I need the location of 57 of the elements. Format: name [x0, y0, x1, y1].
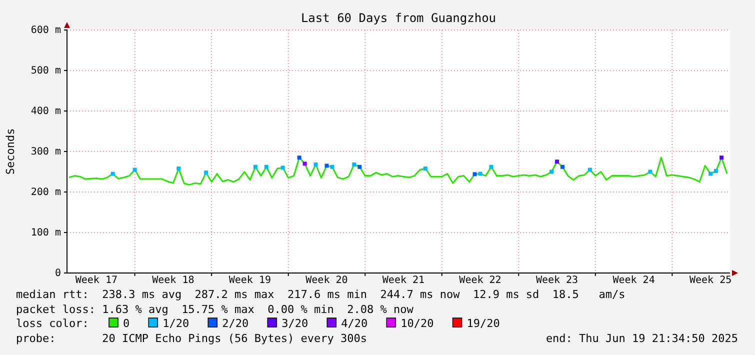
text: packet loss: 1.63 % avg 15.75 % max 0.00 % min 2.08 % now [16, 303, 414, 316]
point [330, 164, 334, 169]
legend-label: 19/20 [466, 317, 500, 330]
text: probe: 20 ICMP Echo Pings (56 Bytes) every 300s [16, 332, 367, 345]
y-tick-label: 300 m [30, 146, 61, 158]
x-tick-label: Week 19 [228, 275, 272, 286]
y-tick-label: 600 m [30, 25, 61, 36]
point [280, 166, 285, 170]
point [472, 172, 477, 176]
point [314, 162, 318, 166]
point [253, 164, 258, 169]
y-tick-label: 100 m [30, 228, 61, 239]
legend-label: 10/20 [400, 317, 434, 330]
point [720, 156, 724, 160]
legend-label: 1/20 [162, 317, 190, 330]
legend-label: 3/20 [282, 317, 308, 330]
point [302, 162, 307, 166]
line-series [68, 156, 728, 186]
y-tick-label: 400 m [30, 106, 61, 118]
point [423, 166, 428, 171]
point [176, 166, 181, 171]
point [560, 164, 564, 169]
y-tick-label: 0 [54, 268, 61, 280]
point [132, 168, 137, 172]
point [555, 160, 560, 164]
x-tick-label: Week 22 [459, 275, 502, 286]
text: end: Thu Jun 19 21:34:50 2025 [546, 332, 738, 345]
x-tick-label: Week 17 [75, 275, 118, 286]
point [708, 172, 713, 176]
legend-label: 2/20 [222, 317, 249, 330]
point [297, 156, 302, 160]
point [714, 168, 718, 173]
point [478, 172, 482, 176]
point [324, 164, 329, 168]
legend-title: loss color: [16, 317, 89, 330]
point [489, 164, 494, 169]
legend-label: 0 [123, 317, 130, 330]
point [358, 164, 362, 169]
x-tick-label: Week 20 [306, 275, 348, 286]
point [264, 164, 268, 169]
text: median rtt: 238.3 ms avg 287.2 ms max 217.6 ms min 244.7 ms now 12.9 ms sd 18.5 am/s [16, 288, 626, 301]
point [352, 162, 356, 166]
x-tick-label: Week 18 [152, 275, 194, 286]
y-tick-label: 200 m [30, 187, 61, 198]
chart-title: Last 60 Days from Guangzhou [300, 11, 496, 25]
point [648, 170, 652, 174]
x-tick-label: Week 25 [689, 275, 732, 286]
x-tick-label: Week 21 [382, 275, 425, 286]
y-axis-title: Seconds [4, 128, 17, 175]
point [550, 170, 554, 174]
point [204, 170, 208, 175]
point [588, 168, 592, 172]
legend-label: 4/20 [341, 317, 368, 330]
y-tick-label: 500 m [30, 66, 61, 77]
point [110, 172, 115, 176]
x-tick-label: Week 23 [536, 275, 578, 286]
x-tick-label: Week 24 [612, 275, 655, 286]
